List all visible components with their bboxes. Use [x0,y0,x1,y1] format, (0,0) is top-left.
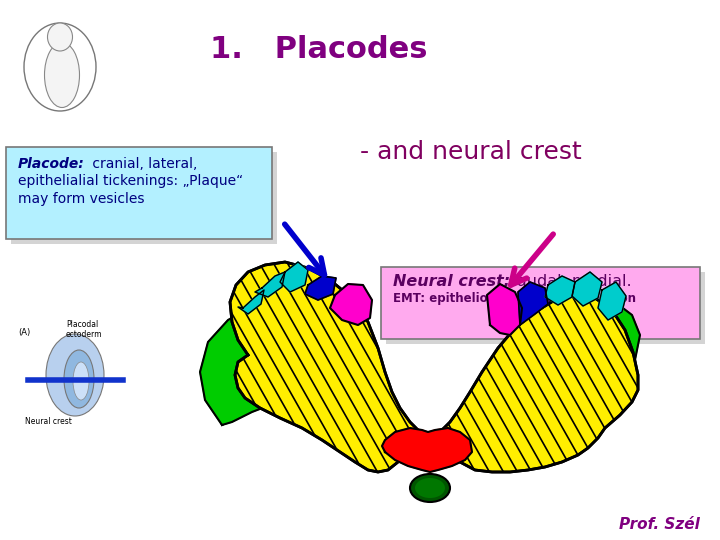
Text: may form vesicles: may form vesicles [18,192,145,206]
Polygon shape [230,262,638,472]
Ellipse shape [410,474,450,502]
Text: EMT: epithelio-: EMT: epithelio- [393,292,492,305]
Text: epithelialial tickenings: „Plaque“: epithelialial tickenings: „Plaque“ [18,174,243,188]
Polygon shape [255,272,285,297]
Text: 1.   Placodes: 1. Placodes [210,35,428,64]
Polygon shape [330,284,372,325]
Polygon shape [280,262,308,292]
Ellipse shape [64,350,94,408]
Text: - and neural crest: - and neural crest [360,140,582,164]
Polygon shape [598,282,626,320]
Ellipse shape [73,362,89,400]
FancyBboxPatch shape [386,272,705,344]
Text: Prof. Szél: Prof. Szél [619,517,700,532]
Polygon shape [200,292,368,425]
Text: transition: transition [567,292,636,305]
FancyBboxPatch shape [11,152,277,244]
Polygon shape [382,428,472,472]
FancyBboxPatch shape [381,267,700,339]
Ellipse shape [415,478,445,498]
Ellipse shape [46,334,104,416]
Polygon shape [238,290,264,314]
Polygon shape [518,282,548,325]
Polygon shape [487,284,522,335]
FancyBboxPatch shape [6,147,272,239]
Text: (A): (A) [18,328,30,337]
Text: cranial, lateral,: cranial, lateral, [88,157,197,171]
Text: Placodal
ectoderm: Placodal ectoderm [66,320,102,340]
Polygon shape [472,302,640,465]
Polygon shape [545,276,575,305]
Polygon shape [305,276,336,300]
Ellipse shape [45,43,79,107]
Ellipse shape [48,23,73,51]
Text: mesenchymal: mesenchymal [488,292,579,305]
Text: Placode:: Placode: [18,157,85,171]
Text: Neural crest:: Neural crest: [393,274,510,289]
Text: caudal, medial.: caudal, medial. [503,274,631,289]
Polygon shape [230,262,638,472]
Text: Neural crest: Neural crest [25,417,72,426]
Polygon shape [572,272,602,306]
